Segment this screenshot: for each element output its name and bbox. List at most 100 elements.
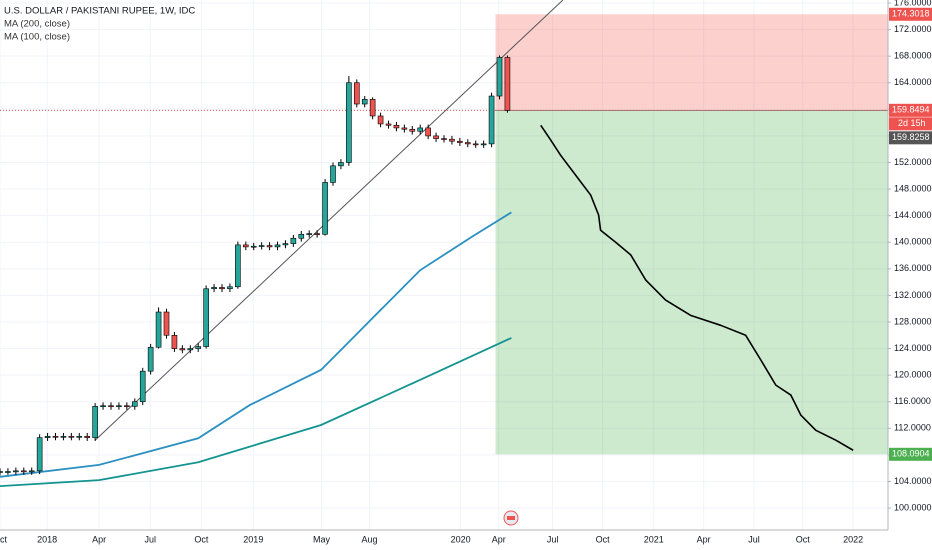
candle-body: [139, 370, 146, 403]
candle-body: [179, 348, 186, 351]
y-tick-label: 116.0000: [894, 396, 931, 406]
x-tick-label: Oct: [596, 534, 611, 544]
candle-body: [219, 287, 225, 290]
x-tick-label: 2018: [37, 534, 57, 544]
candle-body: [76, 435, 83, 438]
candle-body: [393, 124, 400, 129]
candle-body: [314, 233, 320, 235]
entry-label-bg: [889, 131, 932, 145]
candle-body: [131, 401, 138, 407]
y-tick-label: 128.0000: [894, 316, 932, 326]
candle-body: [457, 140, 463, 143]
y-tick-label: 164.0000: [894, 77, 932, 87]
moving-average: [0, 337, 512, 488]
price-label-bg: [889, 7, 932, 21]
price-label-bg: [889, 103, 932, 117]
candle-body: [242, 244, 249, 248]
candle-body: [108, 405, 114, 408]
candle-body: [0, 471, 3, 473]
y-tick-label: 172.0000: [894, 24, 932, 34]
y-tick-label: 132.0000: [894, 290, 932, 300]
candle-body: [306, 233, 313, 235]
x-tick-label: May: [313, 534, 331, 544]
y-tick-label: 140.0000: [894, 237, 932, 247]
x-tick-label: Apr: [492, 534, 506, 544]
price-label: 108.0904: [892, 449, 930, 459]
candle-body: [496, 57, 503, 97]
candle-body: [116, 405, 122, 408]
candle-body: [346, 82, 352, 163]
candle-body: [464, 142, 471, 145]
candle-body: [60, 435, 67, 438]
grid: [0, 0, 888, 530]
entry-label: 159.8258: [892, 132, 930, 142]
price-label-bg: [889, 447, 932, 461]
x-tick-label: 2021: [644, 534, 664, 544]
x-tick-label: Oct: [194, 534, 209, 544]
candle-body: [488, 95, 495, 145]
legend-ma100: MA (100, close): [4, 32, 70, 43]
candle-body: [274, 244, 281, 248]
candle-body: [409, 128, 416, 132]
y-tick-label: 136.0000: [894, 263, 932, 273]
countdown-bg: [889, 117, 932, 131]
price-label: 174.3018: [892, 9, 930, 19]
plot: [0, 0, 888, 488]
candle-body: [195, 346, 202, 349]
candle-body: [44, 435, 51, 438]
legend-ma200: MA (200, close): [4, 19, 70, 30]
price-label: 159.8494: [892, 105, 930, 115]
candle-body: [338, 162, 344, 167]
candle-body: [504, 57, 511, 111]
target-zone: [495, 110, 888, 455]
candle-body: [163, 311, 170, 336]
y-tick-label: 112.0000: [894, 423, 931, 433]
x-tick-label: Aug: [361, 534, 377, 544]
candle-body: [369, 99, 376, 117]
candle-body: [28, 470, 35, 473]
y-tick-label: 152.0000: [894, 157, 932, 167]
candle-body: [258, 245, 265, 247]
candle-body: [385, 123, 392, 126]
x-tick-label: Apr: [697, 534, 711, 544]
x-tick-label: Apr: [92, 534, 106, 544]
x-tick-label: Oct: [796, 534, 811, 544]
x-tick-label: 2019: [243, 534, 263, 544]
y-tick-label: 124.0000: [894, 343, 932, 353]
candle-body: [155, 311, 162, 348]
candle-body: [433, 135, 439, 139]
candle-body: [13, 470, 19, 473]
candle-body: [20, 470, 27, 473]
candle-body: [52, 435, 59, 438]
candle-body: [203, 288, 209, 347]
candle-body: [187, 348, 194, 351]
candle-body: [235, 244, 241, 288]
trend-line: [94, 0, 564, 441]
y-tick-label: 168.0000: [894, 51, 932, 61]
candle-body: [480, 143, 487, 146]
candle-body: [472, 143, 479, 146]
candle-body: [124, 405, 130, 408]
candle-body: [68, 435, 75, 438]
candle-body: [227, 286, 233, 290]
candle-body: [266, 245, 273, 248]
x-tick-label: 2022: [843, 534, 863, 544]
candle-body: [353, 82, 360, 105]
candle-body: [417, 127, 424, 132]
event-flag: [507, 516, 515, 520]
x-tick-label: 2020: [451, 534, 471, 544]
candle-body: [298, 233, 305, 239]
candle-body: [377, 115, 384, 125]
x-tick-label: Jul: [748, 534, 760, 544]
y-tick-label: 176.0000: [894, 0, 932, 7]
candle-body: [84, 435, 91, 438]
candle-body: [5, 471, 11, 473]
stop-zone: [495, 14, 888, 111]
candle-body: [250, 245, 257, 248]
projection-curve: [540, 124, 854, 451]
y-tick-label: 148.0000: [894, 183, 932, 193]
countdown: 2d 15h: [898, 118, 926, 128]
y-tick-label: 120.0000: [894, 370, 932, 380]
